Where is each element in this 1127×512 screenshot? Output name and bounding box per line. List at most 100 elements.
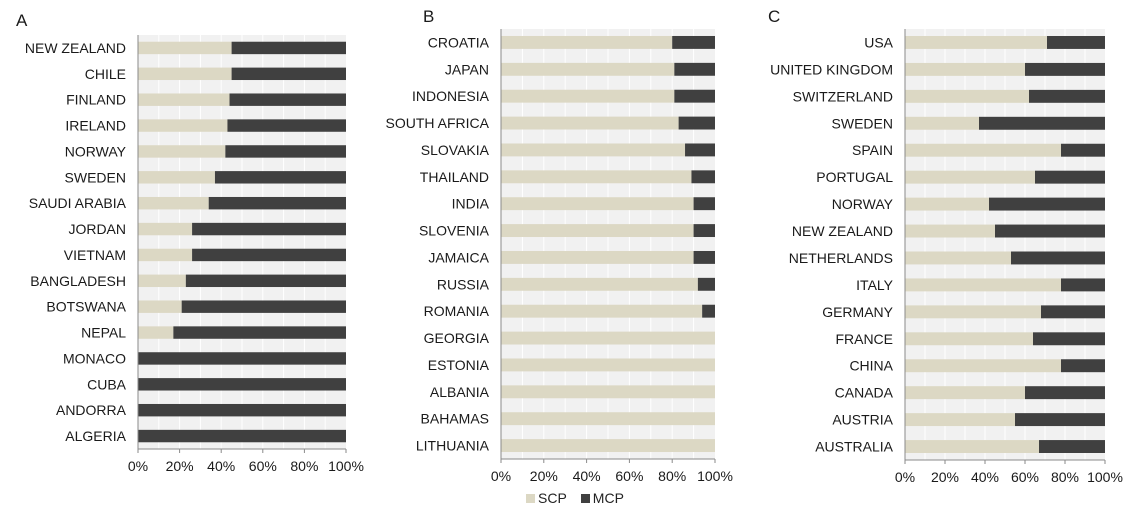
category-label: VIETNAM — [64, 247, 126, 263]
chart-panel-c: USA UNITED KINGDOM SWITZERLAND SWEDEN SPAIN P… — [768, 7, 1123, 485]
x-tick-label: 20% — [931, 469, 959, 485]
category-label: ANDORRA — [56, 402, 127, 418]
bar-scp — [501, 116, 679, 130]
bar-mcp — [1061, 359, 1105, 373]
category-label: SOUTH AFRICA — [386, 115, 490, 131]
category-label: IRELAND — [65, 118, 126, 134]
bar-mcp — [674, 62, 715, 76]
panel-label-a: A — [16, 11, 28, 30]
bar-mcp — [979, 116, 1105, 130]
bar-scp — [138, 248, 193, 262]
bar-scp — [501, 62, 675, 76]
x-tick-label: 40% — [207, 458, 235, 474]
legend-swatch-scp — [526, 493, 535, 503]
x-tick-label: 60% — [1011, 469, 1039, 485]
category-label: GEORGIA — [424, 330, 490, 346]
category-label: INDONESIA — [412, 88, 490, 104]
bar-scp — [501, 143, 686, 157]
bar-mcp — [214, 171, 346, 184]
bar-scp — [138, 93, 230, 106]
bar-mcp — [227, 119, 346, 132]
category-label: JAMAICA — [428, 249, 489, 265]
bar-mcp — [225, 145, 346, 158]
bar-mcp — [672, 35, 715, 49]
x-tick-label: 100% — [328, 458, 364, 474]
category-label: MONACO — [63, 350, 126, 366]
bar-scp — [501, 170, 692, 184]
category-label: CROATIA — [428, 34, 490, 50]
bar-mcp — [697, 277, 715, 291]
bar-mcp — [691, 170, 715, 184]
bar-scp — [905, 116, 979, 130]
bar-scp — [905, 251, 1011, 265]
bar-scp — [501, 331, 715, 345]
bar-scp — [138, 119, 228, 132]
category-label: NEW ZEALAND — [792, 223, 893, 239]
bar-mcp — [1039, 440, 1105, 453]
chart-panel-b: CROATIA JAPAN INDONESIA SOUTH AFRICA SLOVAKI… — [386, 7, 733, 484]
category-label: RUSSIA — [437, 276, 490, 292]
category-label: SWEDEN — [65, 169, 126, 185]
category-label: FRANCE — [835, 331, 893, 347]
category-label: PORTUGAL — [816, 169, 893, 185]
bar-scp — [905, 89, 1029, 103]
bar-mcp — [138, 403, 346, 417]
bar-mcp — [138, 352, 346, 365]
bar-scp — [905, 305, 1041, 319]
bar-scp — [905, 143, 1061, 157]
category-label: CUBA — [87, 376, 127, 392]
x-tick-label: 40% — [971, 469, 999, 485]
bar-scp — [138, 326, 174, 339]
category-label: ESTONIA — [428, 357, 490, 373]
category-label: SAUDI ARABIA — [29, 195, 127, 211]
x-tick-label: 20% — [530, 468, 558, 484]
bar-scp — [501, 197, 694, 211]
x-tick-label: 60% — [249, 458, 277, 474]
legend: SCP MCP — [526, 490, 624, 506]
bar-scp — [501, 35, 673, 49]
bar-mcp — [1041, 305, 1105, 319]
bar-mcp — [192, 248, 346, 262]
bar-scp — [905, 224, 995, 238]
bar-mcp — [1061, 278, 1105, 292]
legend-item-scp: SCP — [526, 490, 567, 506]
bar-scp — [138, 41, 232, 55]
chart-panel-a: NEW ZEALAND CHILE FINLAND IRELAND NORWAY SWED… — [16, 11, 364, 474]
x-tick-label: 0% — [128, 458, 148, 474]
bar-scp — [905, 386, 1025, 400]
bar-mcp — [1029, 89, 1105, 103]
bar-mcp — [185, 274, 346, 288]
bar-scp — [501, 412, 715, 426]
bar-mcp — [173, 326, 346, 339]
category-label: SPAIN — [852, 142, 893, 158]
bar-mcp — [1033, 332, 1105, 346]
bar-scp — [905, 440, 1039, 453]
category-label: ALGERIA — [65, 428, 126, 444]
category-label: CHINA — [849, 358, 893, 374]
category-label: ITALY — [856, 277, 893, 293]
category-label: NORWAY — [832, 196, 894, 212]
category-label: THAILAND — [420, 169, 489, 185]
bar-scp — [905, 170, 1035, 184]
category-label: FINLAND — [66, 92, 126, 108]
category-label: GERMANY — [822, 304, 893, 320]
category-label: USA — [864, 34, 893, 50]
bar-mcp — [702, 304, 715, 318]
x-tick-label: 20% — [166, 458, 194, 474]
legend-item-mcp: MCP — [580, 490, 624, 506]
bar-mcp — [138, 429, 346, 443]
category-label: JORDAN — [68, 221, 126, 237]
category-label: CHILE — [85, 66, 126, 82]
bar-scp — [501, 277, 698, 291]
bar-mcp — [231, 41, 346, 55]
bar-scp — [501, 439, 715, 453]
bar-mcp — [1035, 170, 1105, 184]
x-tick-label: 40% — [573, 468, 601, 484]
bar-mcp — [231, 67, 346, 81]
bar-scp — [501, 385, 715, 399]
x-tick-label: 100% — [1087, 469, 1123, 485]
bar-scp — [905, 278, 1061, 292]
x-tick-label: 0% — [895, 469, 915, 485]
